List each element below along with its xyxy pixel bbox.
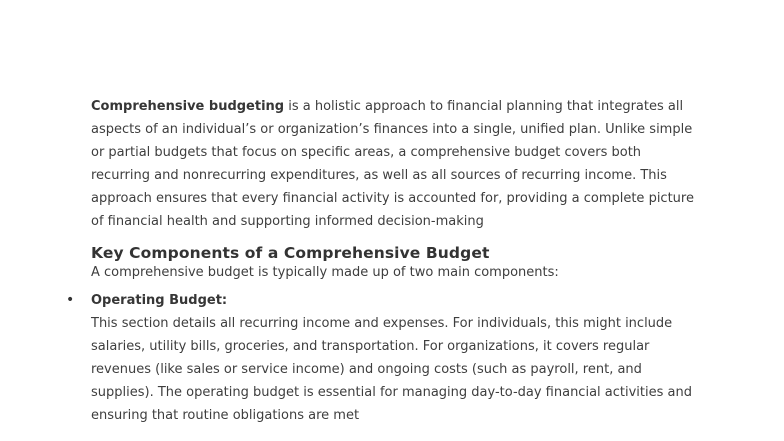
list-item-operating-budget: • Operating Budget: This section details… [66,289,695,427]
intro-paragraph: Comprehensive budgeting is a holistic ap… [91,95,695,233]
intro-lead-term: Comprehensive budgeting [91,99,285,114]
component-list: • Operating Budget: This section details… [66,289,695,427]
section-heading: Key Components of a Comprehensive Budget [91,244,490,262]
list-item-description: This section details all recurring incom… [91,316,692,423]
intro-paragraph-text: is a holistic approach to financial plan… [91,99,694,229]
list-item-term: Operating Budget: [91,293,228,308]
list-item-body: Operating Budget: This section details a… [91,289,695,427]
section-intro-line: A comprehensive budget is typically made… [91,265,559,280]
document-page: Comprehensive budgeting is a holistic ap… [66,95,695,427]
bullet-icon: • [66,292,75,308]
